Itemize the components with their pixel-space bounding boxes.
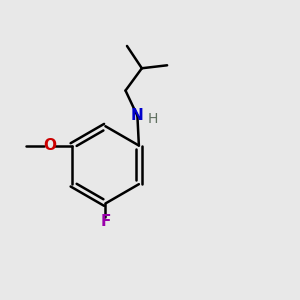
Text: H: H [148, 112, 158, 126]
Text: O: O [43, 138, 56, 153]
Text: N: N [131, 108, 144, 123]
Text: F: F [100, 214, 111, 229]
